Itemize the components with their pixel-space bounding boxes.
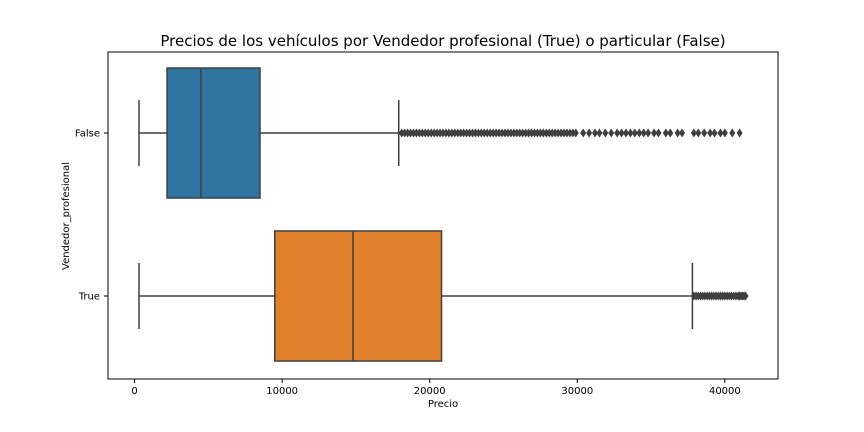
outlier-point-false	[631, 128, 638, 138]
outlier-point-false	[572, 128, 579, 138]
x-axis-label: Precio	[428, 399, 458, 410]
chart-title: Precios de los vehículos por Vendedor pr…	[160, 32, 725, 50]
outlier-point-false	[662, 128, 669, 138]
x-tick-label: 20000	[414, 386, 446, 397]
outlier-point-false	[695, 128, 702, 138]
outlier-point-false	[636, 128, 643, 138]
outlier-point-false	[614, 128, 621, 138]
outlier-point-false	[622, 128, 629, 138]
plot-area	[138, 67, 749, 362]
x-tick-label: 40000	[709, 386, 741, 397]
box-group-true	[138, 230, 749, 362]
outlier-point-true	[742, 291, 749, 301]
outlier-point-false	[690, 128, 697, 138]
outlier-point-false	[729, 128, 736, 138]
outlier-point-false	[596, 128, 603, 138]
outlier-point-false	[717, 128, 724, 138]
outlier-point-false	[580, 128, 587, 138]
outlier-point-false	[701, 128, 708, 138]
outlier-point-false	[586, 128, 593, 138]
box-group-false	[138, 67, 743, 199]
axes: 0 10000 20000 30000 40000 False True	[75, 129, 741, 398]
outlier-point-false	[711, 128, 718, 138]
outlier-point-false	[627, 128, 634, 138]
y-tick-label: True	[78, 292, 100, 303]
outlier-point-false	[736, 128, 743, 138]
x-tick-label: 30000	[561, 386, 593, 397]
y-tick-label: False	[75, 129, 100, 140]
box-true	[274, 230, 443, 362]
box-false	[166, 67, 261, 199]
outlier-point-false	[679, 128, 686, 138]
y-axis-label: Vendedor_profesional	[61, 162, 72, 270]
outlier-point-false	[667, 128, 674, 138]
outlier-point-false	[640, 128, 647, 138]
outlier-point-false	[645, 128, 652, 138]
outlier-point-false	[674, 128, 681, 138]
outlier-point-false	[602, 128, 609, 138]
outlier-point-false	[592, 128, 599, 138]
outlier-point-false	[707, 128, 714, 138]
outlier-point-false	[651, 128, 658, 138]
plot-frame	[107, 51, 779, 380]
outlier-point-false	[608, 128, 615, 138]
x-tick-label: 0	[131, 386, 137, 397]
outlier-point-false	[618, 128, 625, 138]
outlier-point-false	[721, 128, 728, 138]
outlier-point-false	[655, 128, 662, 138]
x-tick-label: 10000	[266, 386, 298, 397]
